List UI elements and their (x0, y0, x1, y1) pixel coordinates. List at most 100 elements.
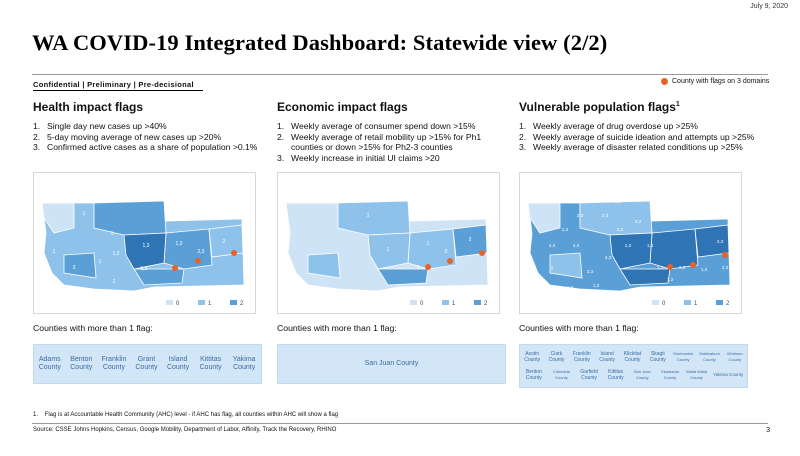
list-item: 1. Weekly average of drug overdose up >25… (519, 121, 698, 131)
county-item: Adams County (38, 356, 61, 371)
washington-map-economic: 1 1 2 2 1 2 0 1 2 (285, 200, 489, 307)
top-legend: County with flags on 3 domains (661, 78, 769, 85)
county-item: Benton County (525, 369, 542, 381)
map-label: 2,3 (602, 213, 609, 218)
map-label: 2 (223, 239, 226, 245)
county-item: Yakima County (232, 356, 256, 371)
county-item: Yakima County (713, 372, 744, 377)
page-title: WA COVID-19 Integrated Dashboard: Statew… (32, 30, 608, 55)
list-item: 2. Weekly average of suicide ideation and… (519, 131, 755, 142)
map-label: 2 (445, 249, 448, 255)
county-item: Garfield County (580, 369, 598, 381)
map-label: 1,3 (176, 241, 183, 247)
map-label: 2,3 (722, 265, 729, 270)
county-item: Walla Walla County (686, 369, 707, 380)
map-label: 2,3 (198, 249, 205, 255)
list-item: 3. Confirmed active cases as a share of p… (33, 142, 258, 152)
washington-map-health: 1 1 1 1,3 1,3 1,3 2,3 1,3 1 2 3 2 0 1 2 (41, 200, 245, 307)
map-label: 2,3 (549, 243, 556, 248)
county-item: Island County (599, 351, 616, 363)
legend-label: 2 (484, 301, 488, 307)
health-map: 1 1 1 1,3 1,3 1,3 2,3 1,3 1 2 3 2 0 1 2 (33, 172, 256, 314)
map-label: 1,3 (593, 283, 600, 288)
county-item: Kittitas County (199, 356, 222, 371)
county-item: Columbia County (552, 369, 570, 380)
economic-counties-label: Counties with more than 1 flag: (277, 323, 397, 333)
map-label: 1,3 (701, 267, 708, 272)
map-label: 3 (73, 265, 76, 271)
confidential-label: Confidential | Preliminary | Pre-decisio… (33, 80, 194, 89)
map-label: 1,3 (657, 265, 664, 270)
map-label: 1,3 (143, 243, 150, 249)
map-label: 1,3 (667, 277, 674, 282)
map-label: 2,3 (573, 243, 580, 248)
map-label: 2 (417, 265, 420, 271)
map-label: 1 (367, 213, 370, 219)
vulnerable-map: 2,3 2,3 2,3 2,3 2,3 2,3 2,3 1,3 2,3 2,3 … (519, 172, 742, 314)
map-label: 2,3 (577, 213, 584, 218)
title-divider (32, 74, 768, 75)
map-label: 1 (427, 241, 430, 247)
list-item: 1. Weekly average of consumer spend down … (277, 121, 476, 131)
county-item: San Juan County (633, 369, 651, 380)
map-label: 2,3 (605, 255, 612, 260)
health-counties-label: Counties with more than 1 flag: (33, 323, 153, 333)
health-flag-list: 1. Single day new cases up >40% 2. 5-day m… (33, 121, 258, 153)
list-item: 2. Weekly average of retail mobility up >… (277, 131, 482, 153)
map-label: 2,3 (617, 227, 624, 232)
county-item: Franklin County (101, 356, 127, 371)
legend-label: 1 (452, 301, 456, 307)
county-item: Franklin County (572, 351, 591, 363)
map-label: 2,3 (587, 269, 594, 274)
economic-flag-list: 1. Weekly average of consumer spend down … (277, 121, 502, 163)
health-column-title: Health impact flags (33, 100, 144, 114)
map-label: 2,3 (562, 227, 569, 232)
map-label: 1,3 (141, 266, 148, 272)
map-label: 2,3 (625, 243, 632, 248)
legend-label: 1 (208, 301, 212, 307)
page-number: 3 (766, 427, 770, 434)
map-label: 1 (99, 259, 102, 265)
map-label: 2 (113, 279, 116, 285)
map-label: 2 (469, 237, 472, 243)
footnote: 1. Flag is at Accountable Health Communi… (33, 412, 339, 418)
map-label: 1 (53, 249, 56, 255)
confidential-underline (33, 90, 203, 91)
washington-map-vulnerable: 2,3 2,3 2,3 2,3 2,3 2,3 2,3 1,3 2,3 2,3 … (527, 187, 731, 307)
economic-counties-box: San Juan County (277, 344, 506, 384)
flag-dot-icon (661, 78, 668, 85)
economic-column-title: Economic impact flags (277, 100, 408, 114)
vulnerable-flag-list: 1. Weekly average of drug overdose up >25… (519, 121, 779, 153)
map-label: 1 (387, 247, 390, 253)
county-item: Wahkiakum County (699, 351, 720, 362)
county-item: Clark County (548, 351, 565, 363)
map-label: 1,3 (113, 251, 120, 257)
county-item: Skagit County (649, 351, 666, 363)
top-legend-label: County with flags on 3 domains (672, 78, 770, 85)
county-item: Island County (166, 356, 190, 371)
vulnerable-counties-box: Asotin County Clark County Franklin Coun… (519, 344, 748, 388)
legend-label: 0 (176, 301, 180, 307)
map-label: 1 (551, 265, 554, 270)
health-counties-box: Adams County Benton County Franklin Coun… (33, 344, 262, 384)
county-item: Grant County (135, 356, 158, 371)
legend-label: 0 (420, 301, 424, 307)
county-item: San Juan County (364, 360, 419, 367)
map-label: 2,3 (615, 199, 622, 204)
list-item: 2. 5-day moving average of new cases up >… (33, 131, 222, 142)
list-item: 3. Weekly increase in initial UI claims >… (277, 152, 440, 163)
county-item: Klickitat County (623, 351, 642, 363)
map-label: 2,3 (635, 219, 642, 224)
footer-divider (32, 423, 768, 424)
legend-label: 2 (726, 301, 730, 307)
map-label: 1 (111, 231, 114, 237)
county-item: Asotin County (524, 351, 541, 363)
county-item: Skamania County (661, 369, 679, 380)
vulnerable-counties-label: Counties with more than 1 flag: (519, 323, 639, 333)
map-label: 1,3 (647, 243, 654, 248)
county-item: Kittitas County (607, 369, 624, 381)
source-note: Source: CSSE Johns Hopkins, Census, Goog… (33, 427, 337, 433)
map-label: 1,3 (567, 285, 574, 290)
map-label: 1 (83, 211, 86, 217)
map-label: 2,3 (679, 265, 686, 270)
